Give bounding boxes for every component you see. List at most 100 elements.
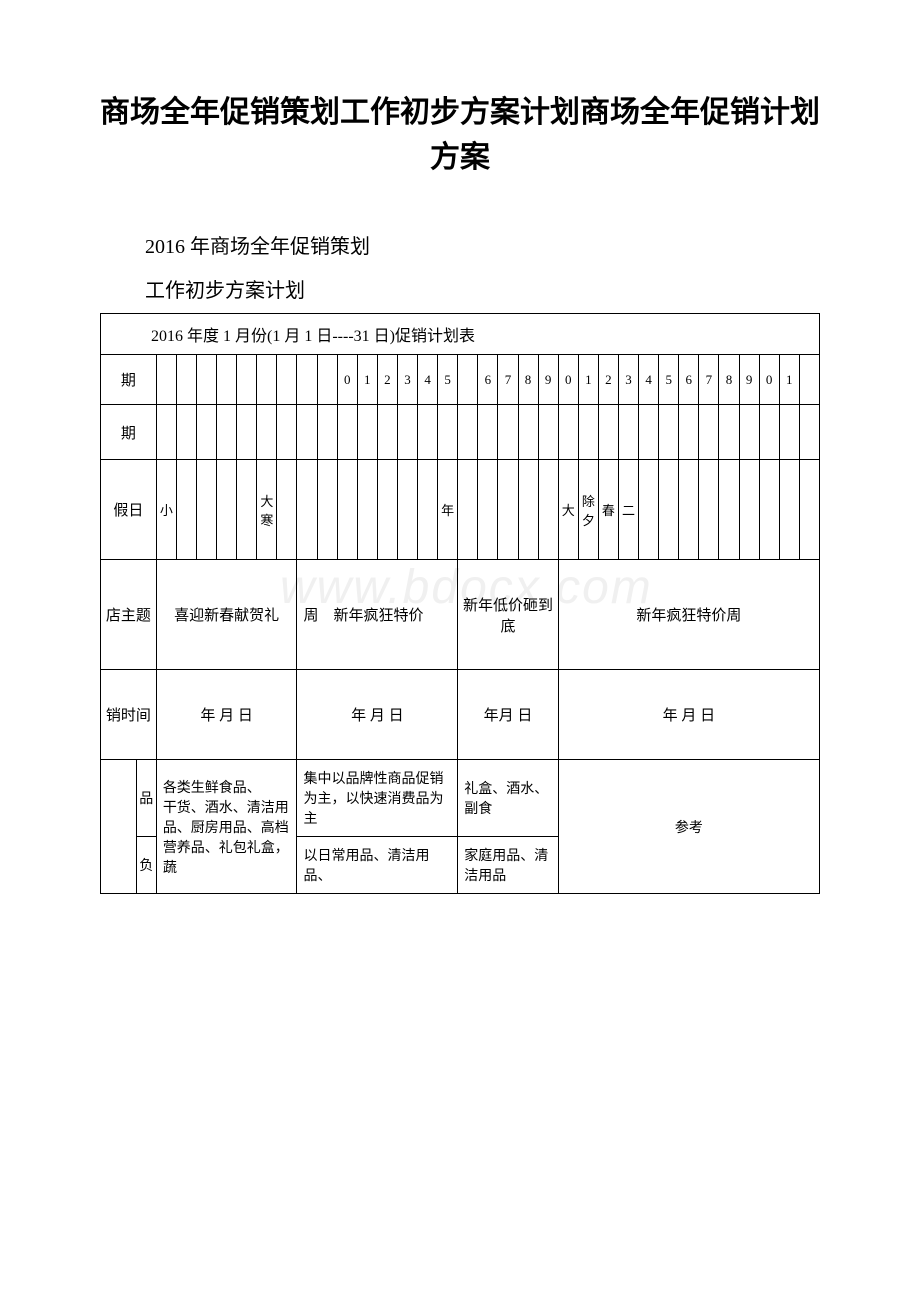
- week-cell: [397, 405, 417, 460]
- date-cell: 7: [498, 355, 518, 405]
- date-cell: 8: [518, 355, 538, 405]
- week-cell: [679, 405, 699, 460]
- week-cell: [197, 405, 217, 460]
- date-cell: [257, 355, 277, 405]
- week-label: 期: [101, 405, 157, 460]
- holiday-cell: [779, 460, 799, 560]
- week-cell: [297, 405, 317, 460]
- week-cell: [558, 405, 578, 460]
- product-cell-3: 礼盒、酒水、副食: [458, 760, 558, 837]
- holiday-cell: 大: [558, 460, 578, 560]
- holiday-cell: 大寒: [257, 460, 277, 560]
- time-cell-3: 年月 日: [458, 670, 558, 760]
- date-cell: 9: [739, 355, 759, 405]
- date-cell: [217, 355, 237, 405]
- date-cell: 3: [618, 355, 638, 405]
- date-cell: 9: [538, 355, 558, 405]
- holiday-cell: [237, 460, 257, 560]
- date-cell: [799, 355, 819, 405]
- date-cell: 2: [377, 355, 397, 405]
- date-cell: [277, 355, 297, 405]
- date-cell: 5: [438, 355, 458, 405]
- holiday-cell: 除夕: [578, 460, 598, 560]
- time-row: 销时间 年 月 日 年 月 日 年月 日 年 月 日: [101, 670, 820, 760]
- date-cell: 7: [699, 355, 719, 405]
- promotion-plan-table: 2016 年度 1 月份(1 月 1 日----31 日)促销计划表 期 0 1…: [100, 313, 820, 894]
- date-cell: 6: [478, 355, 498, 405]
- holiday-cell: [719, 460, 739, 560]
- date-cell: [237, 355, 257, 405]
- date-cell: [156, 355, 176, 405]
- week-cell: [257, 405, 277, 460]
- date-cell: [176, 355, 196, 405]
- week-cell: [317, 405, 337, 460]
- week-cell: [377, 405, 397, 460]
- holiday-cell: [799, 460, 819, 560]
- week-cell: [458, 405, 478, 460]
- holiday-cell: [478, 460, 498, 560]
- date-cell: 1: [779, 355, 799, 405]
- holiday-cell: [277, 460, 297, 560]
- date-cell: [458, 355, 478, 405]
- holiday-cell: [317, 460, 337, 560]
- holiday-cell: [659, 460, 679, 560]
- subtitle-line-2: 工作初步方案计划: [145, 274, 820, 303]
- holiday-cell: [217, 460, 237, 560]
- week-row: 期: [101, 405, 820, 460]
- product-cell-5: 以日常用品、清洁用品、: [297, 837, 458, 894]
- product-group-label: [101, 760, 137, 894]
- week-cell: [498, 405, 518, 460]
- theme-cell-3: 新年低价砸到底: [458, 560, 558, 670]
- holiday-cell: [397, 460, 417, 560]
- week-cell: [337, 405, 357, 460]
- date-cell: [317, 355, 337, 405]
- week-cell: [578, 405, 598, 460]
- date-label: 期: [101, 355, 157, 405]
- holiday-cell: [197, 460, 217, 560]
- product-sub-label-2: 负: [136, 837, 156, 894]
- holiday-cell: [458, 460, 478, 560]
- date-cell: 0: [558, 355, 578, 405]
- week-cell: [719, 405, 739, 460]
- theme-cell-1: 喜迎新春献贺礼: [156, 560, 297, 670]
- holiday-cell: [759, 460, 779, 560]
- holiday-cell: [739, 460, 759, 560]
- product-cell-6: 家庭用品、清洁用品: [458, 837, 558, 894]
- week-cell: [176, 405, 196, 460]
- holiday-cell: 年: [438, 460, 458, 560]
- theme-row: 店主题 喜迎新春献贺礼 周 新年疯狂特价 新年低价砸到底 新年疯狂特价周: [101, 560, 820, 670]
- week-cell: [759, 405, 779, 460]
- holiday-cell: [297, 460, 317, 560]
- holiday-cell: [357, 460, 377, 560]
- week-cell: [418, 405, 438, 460]
- week-cell: [438, 405, 458, 460]
- holiday-cell: [418, 460, 438, 560]
- product-sub-label-1: 品: [136, 760, 156, 837]
- holiday-cell: 春: [598, 460, 618, 560]
- time-label: 销时间: [101, 670, 157, 760]
- week-cell: [518, 405, 538, 460]
- week-cell: [659, 405, 679, 460]
- product-cell-4: 参考: [558, 760, 819, 894]
- date-cell: 6: [679, 355, 699, 405]
- product-cell-1: 各类生鲜食品、干货、酒水、清洁用品、厨房用品、高档营养品、礼包礼盒，蔬: [156, 760, 297, 894]
- date-cell: 4: [639, 355, 659, 405]
- subtitle-line-1: 2016 年商场全年促销策划: [145, 230, 820, 259]
- week-cell: [618, 405, 638, 460]
- date-cell: [197, 355, 217, 405]
- date-cell: 1: [357, 355, 377, 405]
- product-row-1: 品 各类生鲜食品、干货、酒水、清洁用品、厨房用品、高档营养品、礼包礼盒，蔬 集中…: [101, 760, 820, 837]
- table-title-cell: 2016 年度 1 月份(1 月 1 日----31 日)促销计划表: [101, 314, 820, 355]
- week-cell: [357, 405, 377, 460]
- date-row: 期 0 1 2 3 4 5 6 7 8 9 0 1 2 3 4 5: [101, 355, 820, 405]
- holiday-cell: [538, 460, 558, 560]
- week-cell: [156, 405, 176, 460]
- week-cell: [739, 405, 759, 460]
- holiday-cell: [377, 460, 397, 560]
- holiday-cell: [498, 460, 518, 560]
- date-cell: [297, 355, 317, 405]
- week-cell: [598, 405, 618, 460]
- date-cell: 5: [659, 355, 679, 405]
- holiday-cell: [337, 460, 357, 560]
- theme-cell-4: 新年疯狂特价周: [558, 560, 819, 670]
